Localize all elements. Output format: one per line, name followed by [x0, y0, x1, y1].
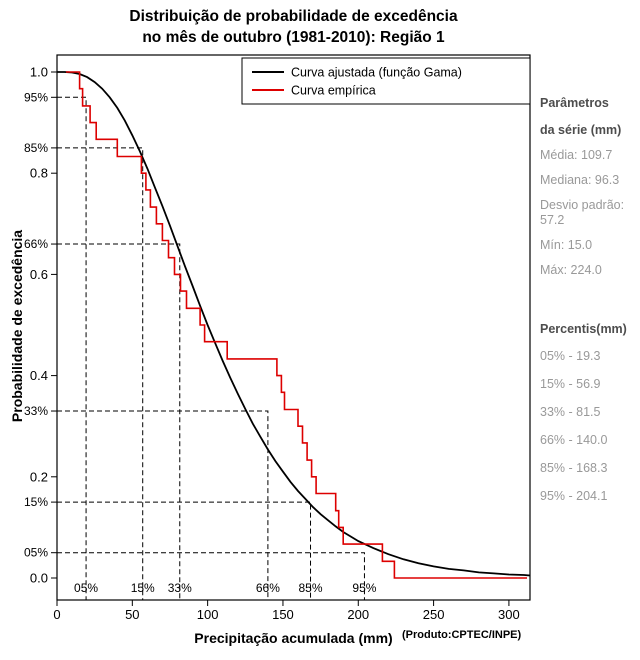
x-tick-label: 150 [272, 607, 294, 622]
percentiles-header: Percentis(mm) [540, 322, 627, 336]
statistics-side-panel: Parâmetros da série (mm) Média: 109.7 Me… [540, 90, 638, 517]
y-tick-label: 1.0 [30, 65, 48, 80]
percentile-85: 85% - 168.3 [540, 461, 608, 475]
stat-median: Mediana: 96.3 [540, 173, 620, 187]
inner-percentile-label: 33% [168, 581, 192, 595]
empirical-curve [66, 71, 527, 579]
params-header-line2: da série (mm) [540, 123, 622, 137]
percentile-33: 33% - 81.5 [540, 405, 601, 419]
y-tick-label: 0.8 [30, 166, 48, 181]
y-tick-label: 0.0 [30, 571, 48, 586]
x-tick-label: 50 [125, 607, 139, 622]
stat-mean: Média: 109.7 [540, 148, 613, 162]
guide-line [57, 410, 269, 600]
y-tick-label: 0.6 [30, 267, 48, 282]
inner-percentile-label: 85% [299, 581, 323, 595]
y-pct-tick-label: 33% [24, 404, 48, 418]
guide-line [57, 501, 312, 600]
percentile-guides [57, 96, 365, 600]
x-tick-label: 250 [423, 607, 445, 622]
y-pct-tick-label: 85% [24, 141, 48, 155]
stat-max: Máx: 224.0 [540, 263, 602, 277]
params-header-line1: Parâmetros [540, 96, 609, 110]
stat-min: Mín: 15.0 [540, 238, 593, 252]
fitted-gamma-curve [57, 71, 531, 577]
x-tick-label: 0 [53, 607, 60, 622]
product-credit: (Produto:CPTEC/INPE) [402, 629, 522, 641]
y-tick-label: 0.2 [30, 469, 48, 484]
y-pct-tick-label: 66% [24, 237, 48, 251]
chart-title: Distribuição de probabilidade de excedên… [40, 6, 547, 48]
inner-percentile-label: 66% [256, 581, 280, 595]
percentile-05: 05% - 19.3 [540, 349, 601, 363]
guide-line [57, 243, 181, 600]
percentile-95: 95% - 204.1 [540, 489, 608, 503]
inner-percentile-label: 05% [74, 581, 98, 595]
x-tick-label: 100 [197, 607, 219, 622]
stat-stddev: Desvio padrão: 57.2 [540, 198, 625, 227]
legend-label: Curva ajustada (função Gama) [291, 66, 462, 80]
y-pct-tick-label: 05% [24, 546, 48, 560]
guide-line [57, 147, 144, 600]
legend-box [241, 57, 531, 105]
plot-box [56, 54, 531, 601]
legend: Curva ajustada (função Gama) Curva empíri… [241, 57, 531, 105]
inner-percentile-label: 95% [352, 581, 376, 595]
y-tick-label: 0.4 [30, 368, 48, 383]
y-pct-tick-label: 15% [24, 495, 48, 509]
x-tick-label: 300 [498, 607, 520, 622]
chart-title-line1: Distribuição de probabilidade de excedên… [129, 8, 458, 25]
legend-label: Curva empírica [291, 84, 376, 98]
y-pct-tick-label: 95% [24, 90, 48, 104]
y-axis: 0.0 0.2 0.4 0.6 0.8 1.0 95% 85% 66% 33% 15% 05% [24, 65, 57, 586]
percentile-15: 15% - 56.9 [540, 377, 601, 391]
x-tick-label: 200 [347, 607, 369, 622]
y-axis-title: Probabilidade de excedência [9, 229, 25, 423]
chart-title-line2: no mês de outubro (1981-2010): Região 1 [142, 29, 445, 46]
percentile-66: 66% - 140.0 [540, 433, 608, 447]
guide-line [57, 552, 365, 600]
x-axis-title: Precipitação acumulada (mm) [194, 630, 393, 646]
inner-percentile-label: 15% [131, 581, 155, 595]
x-axis: 0 50 100 150 200 250 300 [53, 600, 520, 622]
guide-line [57, 96, 87, 600]
